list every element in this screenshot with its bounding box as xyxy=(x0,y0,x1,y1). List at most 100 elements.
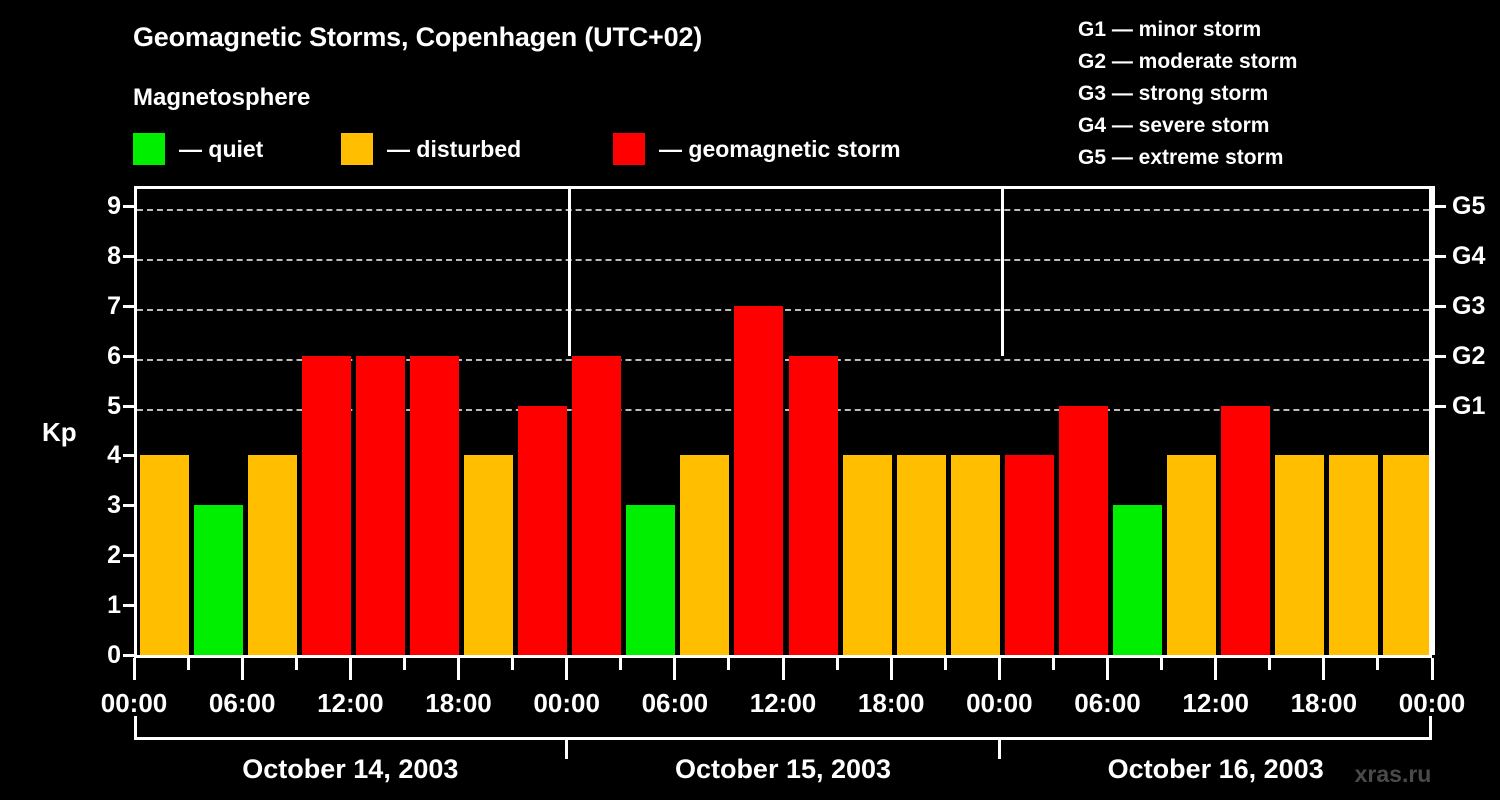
x-tick-mark xyxy=(1376,658,1380,670)
bar xyxy=(1058,405,1108,655)
bar xyxy=(1113,505,1163,655)
legend-item-disturbed: — disturbed xyxy=(341,133,521,165)
g-tick-mark-g1 xyxy=(1435,404,1446,408)
y-tick-mark-2 xyxy=(123,554,134,558)
g-scale-legend: G1 — minor storm G2 — moderate storm G3 — … xyxy=(1078,14,1297,174)
day-divider-2 xyxy=(1000,189,1004,357)
x-tick-mark xyxy=(457,658,460,680)
bar xyxy=(896,455,946,655)
bar xyxy=(734,305,784,655)
x-tick-mark xyxy=(348,658,352,680)
bar xyxy=(1329,455,1379,655)
y-tick-mark-7 xyxy=(123,304,134,308)
y-tick-mark-4 xyxy=(123,454,134,458)
x-tick-mark xyxy=(673,658,677,680)
watermark: xras.ru xyxy=(1354,761,1432,787)
bar xyxy=(680,455,730,655)
x-tick-mark xyxy=(511,658,515,670)
legend-label: — quiet xyxy=(179,136,264,162)
x-tick-mark xyxy=(186,658,190,670)
x-tick-mark xyxy=(240,658,244,680)
x-tick-mark xyxy=(727,658,731,670)
magnetosphere-label: Magnetosphere xyxy=(133,84,311,111)
legend-swatch-quiet-icon xyxy=(133,133,165,165)
g-tick-mark-g2 xyxy=(1435,354,1446,358)
y-tick-mark-3 xyxy=(123,504,134,508)
bar xyxy=(139,455,189,655)
bar xyxy=(572,355,622,655)
g-tick-mark-g5 xyxy=(1435,204,1446,208)
bar xyxy=(355,355,405,655)
x-axis-baseline xyxy=(134,655,1432,658)
x-tick-mark xyxy=(889,658,893,680)
bar xyxy=(1275,455,1325,655)
legend-swatch-disturbed-icon xyxy=(341,133,373,165)
day-label: October 15, 2003 xyxy=(674,754,892,784)
g-legend-row-g3: G3 — strong storm xyxy=(1078,82,1269,105)
x-tick-mark xyxy=(294,658,298,670)
x-tick-mark xyxy=(1051,658,1055,670)
y-tick-mark-6 xyxy=(123,354,134,358)
x-tick-mark xyxy=(1106,658,1109,680)
bar xyxy=(193,505,243,655)
day-bracket-tick xyxy=(997,737,1001,759)
g-legend-row-g1: G1 — minor storm xyxy=(1078,18,1262,41)
day-bracket-endcap xyxy=(134,716,137,740)
x-tick-label: 18:00 xyxy=(425,688,492,718)
x-tick-mark xyxy=(781,658,785,680)
day-label: October 14, 2003 xyxy=(242,754,459,784)
y-tick-mark-5 xyxy=(123,404,134,408)
x-tick-mark xyxy=(1430,658,1434,680)
x-tick-mark xyxy=(997,658,1001,680)
x-tick-mark xyxy=(1322,658,1326,680)
x-tick-label: 06:00 xyxy=(641,688,709,718)
bar xyxy=(1167,455,1217,655)
x-tick-label: 00:00 xyxy=(1398,688,1466,718)
bar xyxy=(464,455,514,655)
y-tick-mark-1 xyxy=(123,604,134,608)
y-tick-mark-9 xyxy=(123,204,134,208)
bar xyxy=(626,505,676,655)
bar xyxy=(518,405,568,655)
g-legend-row-g2: G2 — moderate storm xyxy=(1078,50,1298,73)
x-tick-label: 18:00 xyxy=(857,688,925,718)
x-tick-label: 18:00 xyxy=(1290,688,1358,718)
x-tick-label: 00:00 xyxy=(533,688,600,718)
g-legend-row-g5: G5 — extreme storm xyxy=(1078,146,1284,169)
bar xyxy=(247,455,297,655)
gridline-kp-9 xyxy=(137,208,1429,211)
x-tick-mark xyxy=(565,658,569,680)
x-tick-mark xyxy=(943,658,947,670)
x-tick-mark xyxy=(1160,658,1164,670)
x-tick-mark xyxy=(1214,658,1218,680)
x-tick-mark xyxy=(132,658,136,680)
legend-item-geomagnetic-storm: — geomagnetic storm xyxy=(613,133,901,165)
x-tick-label: 12:00 xyxy=(1182,688,1249,718)
legend-label: — geomagnetic storm xyxy=(659,136,901,162)
x-tick-mark xyxy=(402,658,406,670)
x-tick-mark xyxy=(835,658,839,670)
x-tick-label: 00:00 xyxy=(100,688,168,718)
bar-series xyxy=(137,189,1429,655)
day-bracket xyxy=(134,737,1432,740)
g-tick-mark-g4 xyxy=(1435,254,1446,258)
day-bracket-tick xyxy=(565,737,569,759)
gridline-kp-8 xyxy=(137,258,1429,261)
day-label: October 16, 2003 xyxy=(1107,754,1324,784)
day-divider-1 xyxy=(568,189,572,357)
legend-swatch-geomagnetic-storm-icon xyxy=(613,133,645,165)
y-axis-title: Kp xyxy=(42,417,77,447)
bar xyxy=(301,355,351,655)
g-tick-mark-g3 xyxy=(1435,304,1446,308)
legend-item-quiet: — quiet xyxy=(133,133,263,165)
x-tick-label: 12:00 xyxy=(749,688,817,718)
x-tick-label: 06:00 xyxy=(1074,688,1141,718)
bar xyxy=(1221,405,1271,655)
bar xyxy=(1383,455,1429,655)
x-tick-mark xyxy=(619,658,623,670)
plot-area xyxy=(134,186,1432,655)
x-tick-label: 12:00 xyxy=(317,688,384,718)
bar xyxy=(842,455,892,655)
bar xyxy=(788,355,838,655)
bar xyxy=(1004,455,1054,655)
